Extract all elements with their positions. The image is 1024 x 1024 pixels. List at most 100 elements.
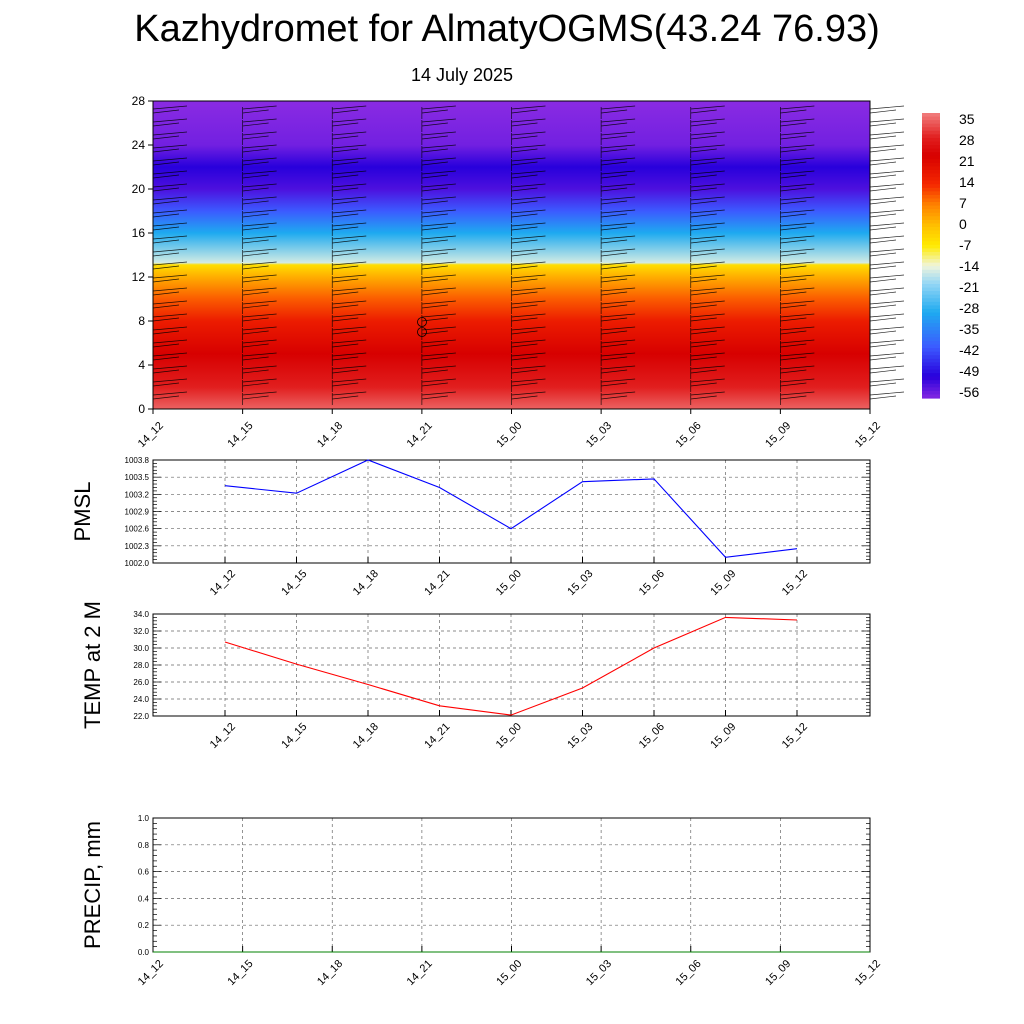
wind-barb bbox=[511, 313, 546, 327]
colorbar-segment bbox=[922, 287, 940, 292]
timeseries-panel: 22.0 24.0 26.0 28.0 30.0 32.0 34.0 14_12 14_15 14… bbox=[80, 601, 871, 751]
wind-barb-column bbox=[331, 105, 367, 405]
y-tick-label: 22.0 bbox=[133, 712, 149, 721]
colorbar-label: -56 bbox=[959, 384, 979, 400]
wind-barb bbox=[600, 183, 636, 197]
colorbar-label: -21 bbox=[959, 279, 979, 295]
colorbar-segment bbox=[922, 291, 940, 296]
wind-barb bbox=[690, 352, 725, 366]
colorbar-segment bbox=[922, 123, 940, 128]
x-tick-label: 15_00 bbox=[494, 420, 524, 450]
colorbar-segment bbox=[922, 266, 940, 271]
x-tick-label: 15_03 bbox=[565, 721, 595, 751]
colorbar-segment bbox=[922, 351, 940, 356]
colorbar-label: 7 bbox=[959, 195, 967, 211]
wind-barb bbox=[600, 144, 636, 158]
x-tick-label: 14_18 bbox=[351, 568, 381, 598]
colorbar-segment bbox=[922, 383, 940, 388]
colorbar-segment bbox=[922, 330, 940, 335]
colorbar-segment bbox=[922, 344, 940, 349]
x-tick-label: 14_18 bbox=[315, 958, 345, 988]
wind-barb bbox=[780, 261, 815, 275]
x-tick-label: 15_03 bbox=[584, 958, 614, 988]
colorbar-segment bbox=[922, 251, 940, 257]
wind-barb bbox=[331, 183, 367, 197]
wind-barb bbox=[869, 261, 905, 275]
wind-barb bbox=[242, 391, 277, 405]
wind-barb bbox=[421, 300, 456, 314]
wind-barb bbox=[780, 183, 815, 197]
wind-barb bbox=[242, 118, 277, 132]
wind-barb bbox=[869, 183, 905, 197]
colorbar-label: 21 bbox=[959, 153, 975, 169]
colorbar-segment bbox=[922, 223, 940, 228]
colorbar-segment bbox=[922, 326, 940, 331]
wind-barb-column bbox=[511, 105, 546, 405]
colorbar-segment bbox=[922, 219, 940, 225]
colorbar-segment bbox=[922, 227, 940, 232]
y-tick-label: 32.0 bbox=[133, 627, 149, 636]
colorbar-segment bbox=[922, 113, 940, 118]
x-tick-label: 15_12 bbox=[853, 958, 883, 988]
y-tick-label: 30.0 bbox=[133, 644, 149, 653]
colorbar-segment bbox=[922, 362, 940, 367]
wind-barb bbox=[421, 352, 456, 366]
colorbar-label: -35 bbox=[959, 321, 979, 337]
colorbar-segment bbox=[922, 184, 940, 189]
y-tick-label: 4 bbox=[138, 358, 145, 372]
wind-barb bbox=[242, 196, 277, 210]
colorbar-segment bbox=[922, 141, 940, 146]
colorbar-segment bbox=[922, 259, 940, 264]
wind-barb bbox=[331, 105, 367, 119]
wind-barb bbox=[242, 378, 277, 392]
wind-barb bbox=[331, 274, 367, 288]
colorbar-label: -28 bbox=[959, 300, 979, 316]
wind-barb bbox=[780, 144, 815, 158]
colorbar-label: -7 bbox=[959, 237, 972, 253]
colorbar-segment bbox=[922, 244, 940, 249]
colorbar-segment bbox=[922, 127, 940, 132]
y-tick-label: 1002.3 bbox=[125, 542, 150, 551]
x-tick-label: 15_00 bbox=[494, 568, 524, 598]
colorbar-segment bbox=[922, 373, 940, 378]
colorbar-segment bbox=[922, 284, 940, 289]
wind-barb bbox=[600, 248, 636, 262]
y-tick-label: 24 bbox=[132, 138, 146, 152]
chart-title: Kazhydromet for AlmatyOGMS(43.24 76.93) bbox=[134, 8, 880, 50]
wind-barb bbox=[600, 261, 636, 275]
wind-barb bbox=[600, 313, 636, 327]
panel-frame bbox=[152, 613, 871, 717]
wind-barb bbox=[690, 235, 725, 249]
wind-barb bbox=[511, 196, 546, 210]
y-axis-title: PMSL bbox=[70, 482, 95, 542]
wind-barb bbox=[242, 209, 277, 223]
wind-barb bbox=[780, 365, 815, 379]
colorbar-segment bbox=[922, 276, 940, 282]
wind-barb bbox=[690, 157, 725, 171]
wind-barb bbox=[780, 378, 815, 392]
y-tick-label: 0.2 bbox=[138, 921, 150, 930]
y-tick-label: 26.0 bbox=[133, 678, 149, 687]
colorbar-segment bbox=[922, 355, 940, 360]
wind-barb bbox=[421, 339, 456, 353]
wind-barb bbox=[780, 105, 815, 119]
wind-barb bbox=[331, 261, 367, 275]
wind-barb bbox=[600, 222, 636, 236]
wind-barb-column bbox=[242, 105, 277, 405]
wind-barb bbox=[780, 209, 815, 223]
wind-barb bbox=[690, 222, 725, 236]
temperature-cross-section: 0 4 8 12 16 20 24 28 14_12 14_15 14_18 14_21 15_00 15… bbox=[132, 94, 905, 450]
wind-barb bbox=[600, 118, 636, 132]
colorbar-label: -14 bbox=[959, 258, 979, 274]
wind-barb bbox=[690, 118, 725, 132]
wind-barb-column bbox=[690, 105, 725, 405]
colorbar-segment bbox=[922, 152, 940, 157]
y-axis-title: PRECIP, mm bbox=[80, 821, 105, 949]
wind-barb bbox=[869, 235, 905, 249]
wind-barb bbox=[780, 326, 815, 340]
temperature-colorbar: 35 28 21 14 7 0 -7 -14 -21 -28 -35 -42 -49 -56 bbox=[922, 111, 979, 400]
colorbar-segment bbox=[922, 305, 940, 310]
wind-barb bbox=[690, 365, 725, 379]
wind-barb bbox=[331, 196, 367, 210]
